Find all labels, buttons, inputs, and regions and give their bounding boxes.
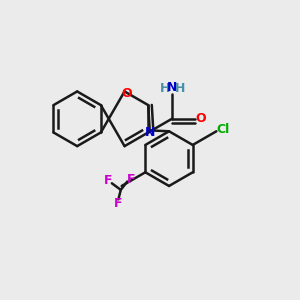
Text: H: H <box>174 82 185 95</box>
Text: F: F <box>127 173 136 186</box>
Text: Cl: Cl <box>216 123 230 136</box>
Text: N: N <box>145 126 155 139</box>
Text: N: N <box>167 80 178 94</box>
Text: O: O <box>122 87 132 100</box>
Text: O: O <box>195 112 206 125</box>
Text: F: F <box>104 174 112 188</box>
Text: F: F <box>114 197 122 210</box>
Text: H: H <box>160 82 171 95</box>
